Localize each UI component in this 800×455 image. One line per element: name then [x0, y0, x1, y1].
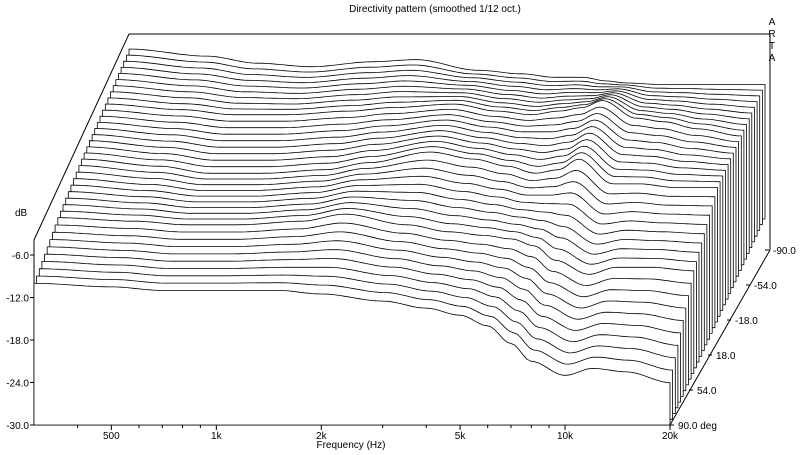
- y-tick-label: -12.0: [6, 294, 29, 305]
- watermark-letter-3: T: [769, 41, 775, 52]
- z-tick-label: -18.0: [735, 316, 758, 327]
- chart-title: Directivity pattern (smoothed 1/12 oct.): [349, 4, 521, 15]
- frame-depth-edge: [669, 249, 771, 426]
- frame-left-edge: [33, 33, 130, 241]
- x-tick-label: 1k: [211, 431, 223, 442]
- y-tick-label: -6.0: [12, 251, 30, 262]
- angle-axis: -90.0 -54.0 -18.0 18.0 54.0 90.0 deg: [670, 246, 796, 432]
- x-tick-label: 10k: [557, 431, 574, 442]
- response-curve-90deg: [33, 282, 671, 426]
- watermark-letter-1: A: [769, 17, 776, 28]
- level-axis: -6.0 -12.0 -18.0 -24.0 -30.0: [6, 251, 34, 432]
- arta-watermark: A R T A: [768, 17, 775, 64]
- y-axis-label: dB: [15, 208, 28, 219]
- x-axis-label: Frequency (Hz): [317, 440, 386, 451]
- frequency-axis: 500 1k 2k 5k 10k 20k: [77, 425, 679, 442]
- z-tick-label: 90.0 deg: [678, 421, 717, 432]
- x-tick-label: 2k: [316, 431, 328, 442]
- z-tick-label: 54.0: [697, 386, 717, 397]
- z-tick-label: -54.0: [754, 281, 777, 292]
- y-tick-label: -30.0: [6, 421, 29, 432]
- x-tick-label: 500: [103, 431, 120, 442]
- x-tick-label: 20k: [662, 431, 679, 442]
- watermark-letter-2: R: [768, 29, 775, 40]
- x-tick-label: 5k: [455, 431, 467, 442]
- polar-response-curves: [33, 48, 766, 426]
- z-tick-label: 18.0: [716, 351, 736, 362]
- y-tick-label: -24.0: [6, 379, 29, 390]
- watermark-letter-4: A: [769, 53, 776, 64]
- z-tick-label: -90.0: [773, 246, 796, 257]
- y-tick-label: -18.0: [6, 336, 29, 347]
